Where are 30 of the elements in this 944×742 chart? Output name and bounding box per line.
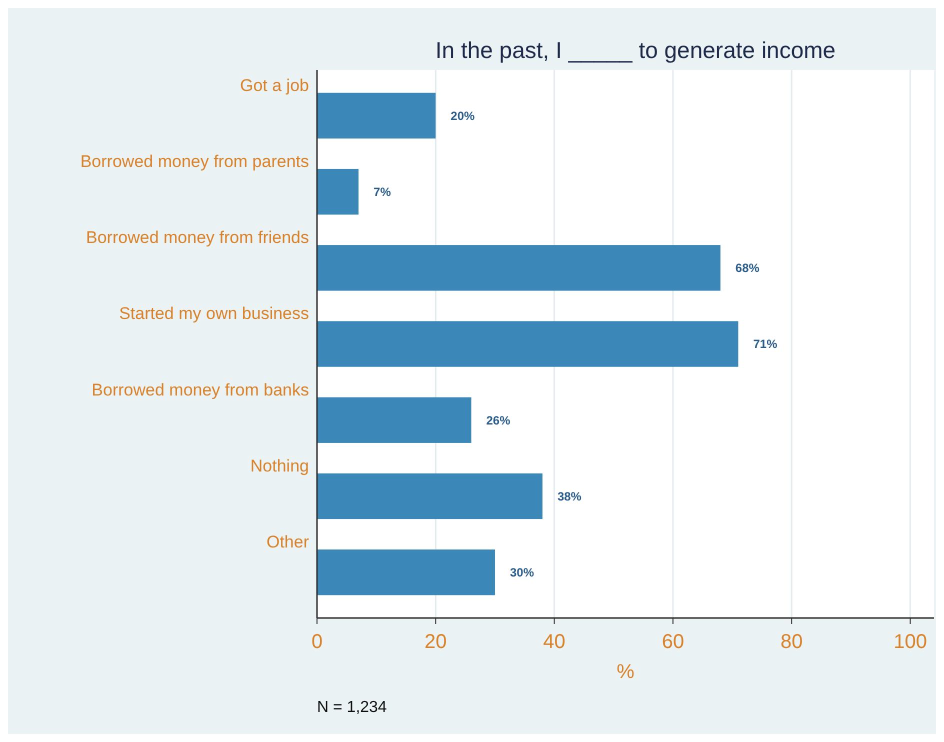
bar [317,397,472,443]
data-label: 20% [450,108,475,123]
data-label: 26% [486,413,511,428]
data-label: 68% [735,261,760,276]
bar [317,473,542,520]
y-tick-label: Borrowed money from parents [80,152,309,171]
bar [317,550,495,596]
y-tick-label: Other [266,532,310,552]
x-tick-label: 0 [311,631,323,653]
x-axis-title: % [616,661,635,683]
x-tick-label: 100 [894,631,927,653]
y-tick-label: Got a job [240,76,309,95]
x-tick-label: 60 [662,631,684,653]
text: N = 1,234 [317,699,387,716]
y-tick-label: Borrowed money from banks [92,380,309,400]
data-label: 71% [753,337,778,352]
y-tick-label: Borrowed money from friends [86,228,309,248]
y-tick-label: Started my own business [119,304,309,324]
chart-title: In the past, I _____ to generate income [435,37,836,63]
bar [317,245,720,291]
data-label: 30% [510,566,534,580]
x-tick-label: 80 [780,631,803,653]
x-tick-label: 20 [424,631,447,653]
y-tick-label: Nothing [250,456,309,476]
x-tick-label: 40 [543,631,566,653]
data-label: 38% [557,489,582,504]
data-label: 7% [374,184,392,199]
bar [317,321,738,367]
bar [317,92,436,138]
bar [317,168,359,215]
